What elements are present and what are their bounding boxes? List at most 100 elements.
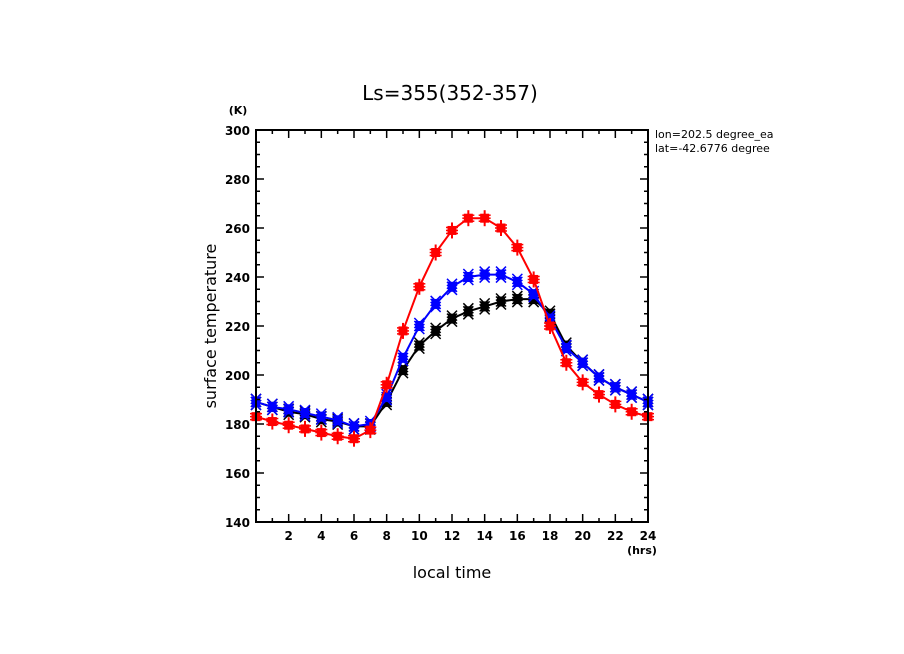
marker-x-b xyxy=(299,407,311,419)
x-axis-title: local time xyxy=(413,563,492,582)
axes-layer: 2 4 6 8 10 12 14 16 18 20 22 2414016018020022024026… xyxy=(225,124,656,543)
data-point-black xyxy=(511,290,523,308)
x-tick-label: 8 xyxy=(382,529,390,543)
marker-x-b xyxy=(332,417,344,429)
x-tick-label: 20 xyxy=(574,529,591,543)
marker-x-b xyxy=(462,305,474,317)
y-tick-label: 260 xyxy=(225,222,250,236)
marker-x-b xyxy=(511,276,523,288)
data-point-black xyxy=(479,297,491,315)
series-black xyxy=(250,290,654,435)
marker-x-b xyxy=(381,391,393,403)
marker-x-b xyxy=(593,374,605,386)
marker-x-b xyxy=(446,313,458,325)
data-point-black xyxy=(495,292,507,311)
series-blue xyxy=(250,266,654,435)
data-point-blue xyxy=(266,398,278,416)
marker-x-b xyxy=(446,281,458,293)
data-point-blue xyxy=(348,417,360,435)
data-point-blue xyxy=(479,266,491,284)
data-point-red xyxy=(380,376,393,393)
data-point-blue xyxy=(413,317,425,335)
x-tick-label: 12 xyxy=(444,529,461,543)
x-unit-label: (hrs) xyxy=(627,544,657,557)
marker-x-b xyxy=(560,342,572,354)
marker-x-b xyxy=(430,298,442,310)
data-point-red xyxy=(315,424,328,441)
marker-x-b xyxy=(609,381,621,393)
data-point-blue xyxy=(315,408,327,426)
marker-x-b xyxy=(462,308,474,320)
data-point-blue xyxy=(609,378,621,396)
annotation-lat: lat=-42.6776 degree xyxy=(655,142,770,155)
marker-x-b xyxy=(299,410,311,422)
data-point-red xyxy=(495,220,507,236)
marker-x-b xyxy=(511,296,523,308)
marker-x-b xyxy=(397,355,409,367)
data-point-red xyxy=(299,420,311,437)
marker-x-b xyxy=(446,284,458,296)
marker-x-b xyxy=(479,303,491,315)
marker-x-b xyxy=(430,328,442,340)
data-point-blue xyxy=(626,386,638,404)
marker-x-b xyxy=(413,340,425,352)
marker-x-b xyxy=(446,316,458,328)
x-tick-label: 18 xyxy=(542,529,559,543)
marker-x-b xyxy=(397,364,409,376)
data-point-blue xyxy=(397,349,409,367)
marker-x-b xyxy=(577,357,589,369)
data-point-black xyxy=(430,322,442,340)
data-point-blue xyxy=(299,404,311,422)
marker-x-b xyxy=(593,371,605,383)
data-point-blue xyxy=(462,268,474,286)
y-tick-label: 240 xyxy=(225,271,250,285)
y-tick-label: 160 xyxy=(225,467,250,481)
marker-x-b xyxy=(495,269,507,281)
data-point-red xyxy=(511,239,524,256)
series-layer xyxy=(250,210,654,447)
marker-x-b xyxy=(511,293,523,305)
data-point-blue xyxy=(511,273,523,291)
marker-x-b xyxy=(381,394,393,406)
y-tick-label: 300 xyxy=(225,124,250,138)
data-point-red xyxy=(266,413,279,430)
x-tick-label: 2 xyxy=(284,529,292,543)
marker-x-b xyxy=(479,272,491,284)
marker-x-b xyxy=(462,274,474,286)
y-tick-label: 220 xyxy=(225,320,250,334)
marker-x-b xyxy=(266,404,278,416)
data-point-red xyxy=(446,222,458,239)
marker-x-b xyxy=(430,301,442,313)
y-axis-title: surface temperature xyxy=(201,244,220,409)
data-point-blue xyxy=(593,368,605,386)
data-point-blue xyxy=(577,354,589,372)
marker-x-b xyxy=(315,414,327,426)
data-point-blue xyxy=(430,295,442,313)
annotation-lon: lon=202.5 degree_ea xyxy=(655,128,774,141)
chart-title: Ls=355(352-357) xyxy=(362,81,538,105)
x-tick-label: 10 xyxy=(411,529,428,543)
data-point-blue xyxy=(446,278,458,296)
data-point-red xyxy=(364,422,377,439)
marker-x-b xyxy=(495,295,507,308)
data-point-red xyxy=(413,278,426,295)
marker-x-b xyxy=(462,271,474,283)
x-tick-label: 16 xyxy=(509,529,526,543)
series-red xyxy=(250,210,654,447)
marker-x-b xyxy=(495,298,507,311)
y-tick-label: 140 xyxy=(225,516,250,530)
marker-x-b xyxy=(511,279,523,291)
data-point-red xyxy=(576,374,589,391)
data-point-red xyxy=(593,386,605,403)
x-tick-label: 22 xyxy=(607,529,624,543)
marker-x-b xyxy=(479,269,491,281)
marker-x-b xyxy=(266,401,278,413)
marker-x-b xyxy=(626,389,638,401)
series-line-blue xyxy=(255,273,649,428)
data-point-red xyxy=(560,354,573,371)
data-point-red xyxy=(331,428,344,445)
data-point-blue xyxy=(495,266,507,284)
plot-frame xyxy=(255,129,649,523)
data-point-blue xyxy=(332,411,344,429)
